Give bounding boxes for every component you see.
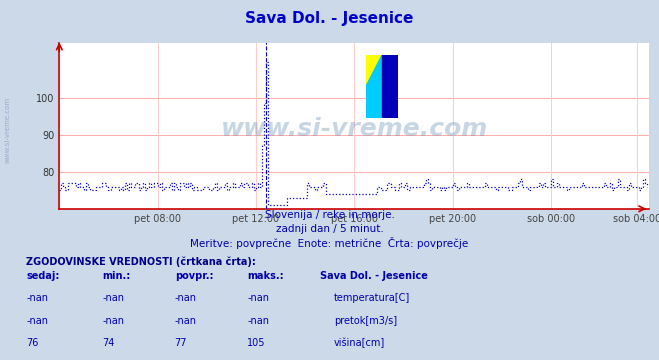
Text: -nan: -nan [247, 293, 269, 303]
Text: -nan: -nan [175, 316, 196, 326]
Text: Meritve: povprečne  Enote: metrične  Črta: povprečje: Meritve: povprečne Enote: metrične Črta:… [190, 237, 469, 249]
Text: -nan: -nan [102, 316, 124, 326]
Text: višina[cm]: višina[cm] [334, 338, 386, 348]
Text: Sava Dol. - Jesenice: Sava Dol. - Jesenice [245, 11, 414, 26]
Text: www.si-vreme.com: www.si-vreme.com [221, 117, 488, 141]
Text: povpr.:: povpr.: [175, 271, 213, 281]
Text: zadnji dan / 5 minut.: zadnji dan / 5 minut. [275, 224, 384, 234]
Text: -nan: -nan [175, 293, 196, 303]
Text: Slovenija / reke in morje.: Slovenija / reke in morje. [264, 210, 395, 220]
Text: 74: 74 [102, 338, 115, 348]
Text: -nan: -nan [26, 316, 48, 326]
Text: min.:: min.: [102, 271, 130, 281]
Text: Sava Dol. - Jesenice: Sava Dol. - Jesenice [320, 271, 428, 281]
Text: 76: 76 [26, 338, 39, 348]
Text: -nan: -nan [26, 293, 48, 303]
Text: ZGODOVINSKE VREDNOSTI (črtkana črta):: ZGODOVINSKE VREDNOSTI (črtkana črta): [26, 256, 256, 267]
Text: -nan: -nan [247, 316, 269, 326]
Text: maks.:: maks.: [247, 271, 284, 281]
Text: temperatura[C]: temperatura[C] [334, 293, 411, 303]
Text: www.si-vreme.com: www.si-vreme.com [5, 96, 11, 163]
Text: -nan: -nan [102, 293, 124, 303]
Text: pretok[m3/s]: pretok[m3/s] [334, 316, 397, 326]
Text: 77: 77 [175, 338, 187, 348]
Text: 105: 105 [247, 338, 266, 348]
Text: sedaj:: sedaj: [26, 271, 60, 281]
